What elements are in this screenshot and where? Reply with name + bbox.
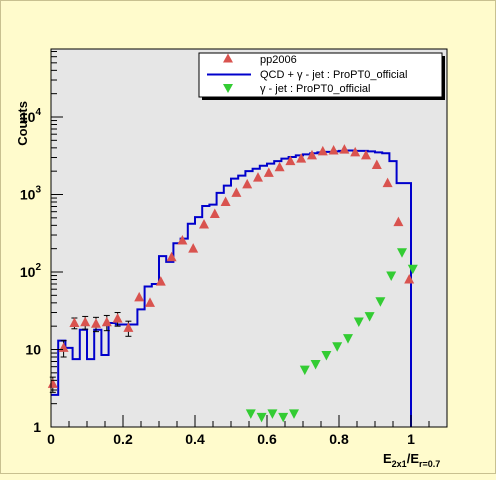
- gamma-jet-point: [289, 409, 299, 419]
- gamma-jet-point: [332, 342, 343, 352]
- legend-shadow-right: [442, 56, 445, 100]
- pp2006-point: [296, 153, 307, 163]
- x-axis-title-sub1: 2x1: [392, 459, 407, 469]
- pp2006-point: [91, 318, 101, 328]
- gamma-jet-point: [397, 248, 407, 258]
- pp2006-point: [317, 145, 328, 156]
- pp2006-point: [145, 297, 155, 307]
- gamma-jet-point: [267, 409, 278, 419]
- gamma-jet-point: [245, 409, 256, 419]
- x-tick-label: 1: [407, 431, 415, 447]
- pp2006-point: [112, 313, 123, 323]
- pp2006-point: [307, 149, 317, 160]
- gamma-jet-point: [321, 350, 332, 361]
- x-axis-title-slash: /E: [407, 451, 420, 466]
- plot-area: [51, 49, 447, 427]
- pp2006-point: [328, 144, 339, 155]
- pp2006-point: [361, 149, 371, 160]
- pp2006-point: [231, 187, 242, 197]
- x-tick-label: 0: [47, 431, 55, 447]
- gamma-jet-point: [364, 312, 375, 322]
- x-tick-label: 0.4: [185, 431, 205, 447]
- legend-label-gamma: γ - jet : ProPT0_official: [260, 83, 370, 95]
- legend-label-pp2006: pp2006: [260, 54, 297, 66]
- y-tick-label: 10: [25, 342, 41, 358]
- pp2006-point: [47, 378, 58, 388]
- y-tick-label: 104: [20, 107, 42, 125]
- pp2006-point: [155, 276, 166, 286]
- pp2006-point: [404, 274, 415, 284]
- x-tick-label: 0.2: [113, 431, 133, 447]
- gamma-jet-point: [407, 264, 418, 275]
- legend: pp2006 QCD + γ - jet : ProPT0_official γ…: [198, 52, 445, 100]
- pp2006-point: [371, 159, 382, 170]
- legend-marker-pp2006: [223, 53, 233, 63]
- gamma-jet-point: [353, 317, 364, 327]
- pp2006-point: [69, 317, 80, 327]
- gamma-jet-point: [386, 271, 397, 282]
- x-axis-title: E2x1/Er=0.7: [383, 451, 440, 469]
- pp2006-point: [199, 219, 209, 229]
- x-axis-title-e: E: [383, 451, 392, 466]
- pp2006-point: [134, 291, 145, 302]
- pp2006-point: [188, 243, 199, 253]
- gamma-jet-point: [343, 334, 353, 344]
- y-tick-label: 103: [20, 185, 42, 203]
- pp2006-point: [80, 316, 91, 327]
- y-tick-label: 102: [20, 262, 42, 280]
- pp2006-point: [209, 208, 220, 219]
- pp2006-point: [382, 177, 393, 188]
- pp2006-point: [220, 196, 231, 207]
- pp2006-point: [101, 316, 112, 327]
- legend-marker-gamma: [223, 84, 233, 93]
- legend-shadow-bottom: [202, 97, 445, 100]
- pp2006-point: [123, 322, 134, 332]
- gamma-jet-point: [256, 412, 267, 423]
- pp2006-point: [339, 144, 350, 154]
- pp2006-point: [253, 172, 263, 182]
- x-axis-title-sub2: r=0.7: [419, 459, 440, 469]
- y-axis-title: Counts: [15, 101, 30, 146]
- pp2006-point: [274, 161, 285, 172]
- y-tick-label: 1: [33, 419, 41, 435]
- pp2006-point: [285, 155, 296, 166]
- x-tick-label: 0.8: [329, 431, 349, 447]
- x-tick-label: 0.6: [257, 431, 277, 447]
- gamma-jet-point: [278, 412, 289, 423]
- gamma-jet-point: [310, 359, 321, 370]
- gamma-jet-point: [375, 297, 386, 307]
- pp2006-point: [350, 146, 361, 157]
- legend-label-qcd: QCD + γ - jet : ProPT0_official: [260, 69, 407, 81]
- pp2006-point: [263, 167, 274, 177]
- pp2006-point: [166, 251, 177, 262]
- pp2006-point: [393, 216, 404, 227]
- gamma-jet-point: [299, 365, 310, 376]
- pp2006-point: [242, 178, 253, 189]
- pp2006-point: [177, 234, 188, 245]
